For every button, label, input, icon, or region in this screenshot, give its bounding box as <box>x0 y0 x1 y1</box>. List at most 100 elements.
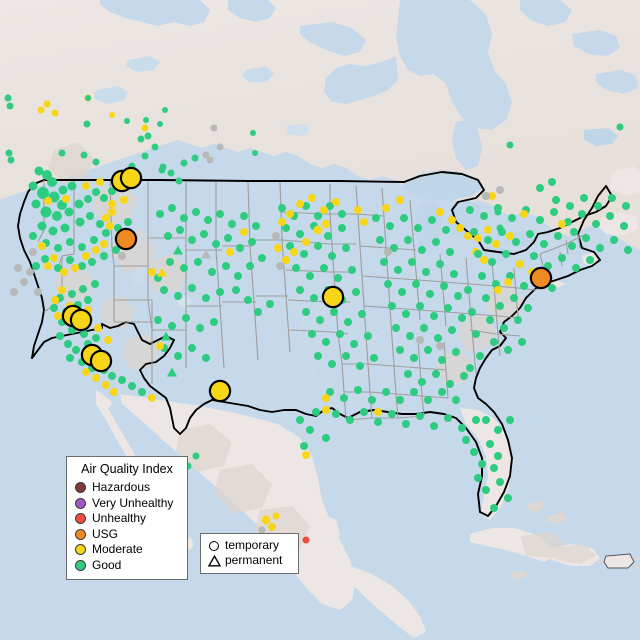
monitor-point-temporary[interactable] <box>202 151 210 159</box>
monitor-point-temporary[interactable] <box>348 266 356 274</box>
monitor-point-temporary[interactable] <box>540 240 548 248</box>
monitor-point-temporary[interactable] <box>143 117 149 123</box>
monitor-point-temporary[interactable] <box>37 106 45 114</box>
monitor-point-temporary[interactable] <box>282 224 290 232</box>
monitor-point-temporary[interactable] <box>71 264 79 272</box>
monitor-point-temporary[interactable] <box>482 416 490 424</box>
monitor-point-temporary[interactable] <box>306 272 314 280</box>
monitor-point-temporary[interactable] <box>83 120 91 128</box>
monitor-point-temporary[interactable] <box>496 186 504 194</box>
monitor-point-temporary[interactable] <box>528 268 536 276</box>
monitor-point-temporary[interactable] <box>536 184 544 192</box>
monitor-point-temporary[interactable] <box>434 334 442 342</box>
monitor-point-temporary[interactable] <box>292 264 300 272</box>
monitor-point-temporary[interactable] <box>10 288 18 296</box>
monitor-point-temporary[interactable] <box>364 332 372 340</box>
monitor-point-temporary[interactable] <box>580 194 588 202</box>
monitor-point-temporary[interactable] <box>608 194 616 202</box>
monitor-point-temporary[interactable] <box>50 304 58 312</box>
monitor-point-temporary[interactable] <box>468 308 476 316</box>
monitor-point-temporary[interactable] <box>68 326 76 334</box>
monitor-point-temporary[interactable] <box>388 410 396 418</box>
monitor-point-temporary[interactable] <box>51 109 59 117</box>
monitor-point-permanent[interactable] <box>173 245 183 255</box>
monitor-point-temporary[interactable] <box>68 290 76 298</box>
monitor-point-temporary[interactable] <box>330 308 338 316</box>
monitor-point-temporary[interactable] <box>100 252 108 260</box>
monitor-point-temporary[interactable] <box>438 388 446 396</box>
monitor-point-temporary[interactable] <box>460 372 468 380</box>
monitor-point-temporary[interactable] <box>414 224 422 232</box>
monitor-point-temporary[interactable] <box>420 324 428 332</box>
monitor-point-temporary[interactable] <box>278 204 286 212</box>
monitor-point-temporary[interactable] <box>504 346 512 354</box>
monitor-point-temporary[interactable] <box>432 238 440 246</box>
monitor-point-temporary[interactable] <box>100 194 108 202</box>
monitor-point-temporary[interactable] <box>306 426 314 434</box>
monitor-point-temporary[interactable] <box>520 210 528 218</box>
monitor-point-temporary[interactable] <box>322 394 330 402</box>
monitor-point-temporary[interactable] <box>296 200 304 208</box>
monitor-point-temporary[interactable] <box>328 252 336 260</box>
monitor-point-temporary[interactable] <box>109 112 115 118</box>
monitor-point-temporary[interactable] <box>58 149 66 157</box>
monitor-point-temporary[interactable] <box>52 211 62 221</box>
monitor-point-temporary[interactable] <box>54 264 62 272</box>
monitor-point-temporary[interactable] <box>32 262 40 270</box>
monitor-point-temporary[interactable] <box>44 197 52 205</box>
monitor-point-temporary[interactable] <box>206 156 214 164</box>
monitor-point-temporary[interactable] <box>84 296 92 304</box>
monitor-point-temporary[interactable] <box>72 346 80 354</box>
monitor-point-temporary[interactable] <box>108 372 116 380</box>
monitor-point-temporary[interactable] <box>356 362 364 370</box>
monitor-point-temporary[interactable] <box>108 200 116 208</box>
monitor-point-temporary[interactable] <box>360 218 368 226</box>
monitor-point-temporary[interactable] <box>466 364 474 372</box>
monitor-point-temporary[interactable] <box>334 274 342 282</box>
monitor-point-temporary[interactable] <box>66 238 74 246</box>
monitor-point-temporary[interactable] <box>208 268 216 276</box>
monitor-point-temporary[interactable] <box>450 270 458 278</box>
monitor-point-temporary[interactable] <box>396 396 404 404</box>
monitor-point-temporary[interactable] <box>498 228 506 236</box>
monitor-point-temporary[interactable] <box>278 218 286 226</box>
monitor-point-temporary[interactable] <box>313 225 323 235</box>
monitor-point-temporary[interactable] <box>302 451 310 459</box>
monitor-point-temporary[interactable] <box>37 221 47 231</box>
monitor-point-temporary[interactable] <box>118 376 126 384</box>
monitor-point-temporary[interactable] <box>182 314 190 322</box>
monitor-point-temporary[interactable] <box>338 224 346 232</box>
monitor-point-temporary[interactable] <box>37 187 49 199</box>
monitor-point-temporary[interactable] <box>606 212 614 220</box>
monitor-point-temporary[interactable] <box>108 187 116 195</box>
monitor-point-temporary[interactable] <box>490 464 498 472</box>
monitor-point-temporary[interactable] <box>314 352 322 360</box>
monitor-point-temporary[interactable] <box>516 260 524 268</box>
monitor-point-temporary[interactable] <box>494 452 502 460</box>
monitor-point-temporary[interactable] <box>144 132 152 140</box>
monitor-point-temporary[interactable] <box>470 228 478 236</box>
monitor-point-temporary[interactable] <box>84 306 92 314</box>
monitor-point-temporary[interactable] <box>548 284 556 292</box>
monitor-point-temporary[interactable] <box>96 178 104 186</box>
monitor-point-temporary[interactable] <box>272 232 280 240</box>
monitor-point-temporary[interactable] <box>376 236 384 244</box>
monitor-point-temporary[interactable] <box>502 250 510 258</box>
monitor-point-temporary[interactable] <box>137 135 145 143</box>
monitor-point-temporary[interactable] <box>180 159 188 167</box>
monitor-point-temporary[interactable] <box>92 374 100 382</box>
monitor-point-temporary[interactable] <box>482 294 490 302</box>
monitor-point-temporary[interactable] <box>490 338 498 346</box>
monitor-point-temporary[interactable] <box>274 244 282 252</box>
monitor-point-temporary[interactable] <box>210 318 218 326</box>
monitor-point-temporary[interactable] <box>250 130 256 136</box>
monitor-point-temporary[interactable] <box>320 264 328 272</box>
monitor-point-temporary[interactable] <box>82 368 90 376</box>
monitor-point-temporary[interactable] <box>58 286 66 294</box>
monitor-point-temporary[interactable] <box>4 94 12 102</box>
monitor-point-temporary[interactable] <box>174 292 182 300</box>
monitor-point-temporary[interactable] <box>328 360 336 368</box>
monitor-point-temporary[interactable] <box>154 316 162 324</box>
monitor-point-temporary[interactable] <box>620 222 628 230</box>
